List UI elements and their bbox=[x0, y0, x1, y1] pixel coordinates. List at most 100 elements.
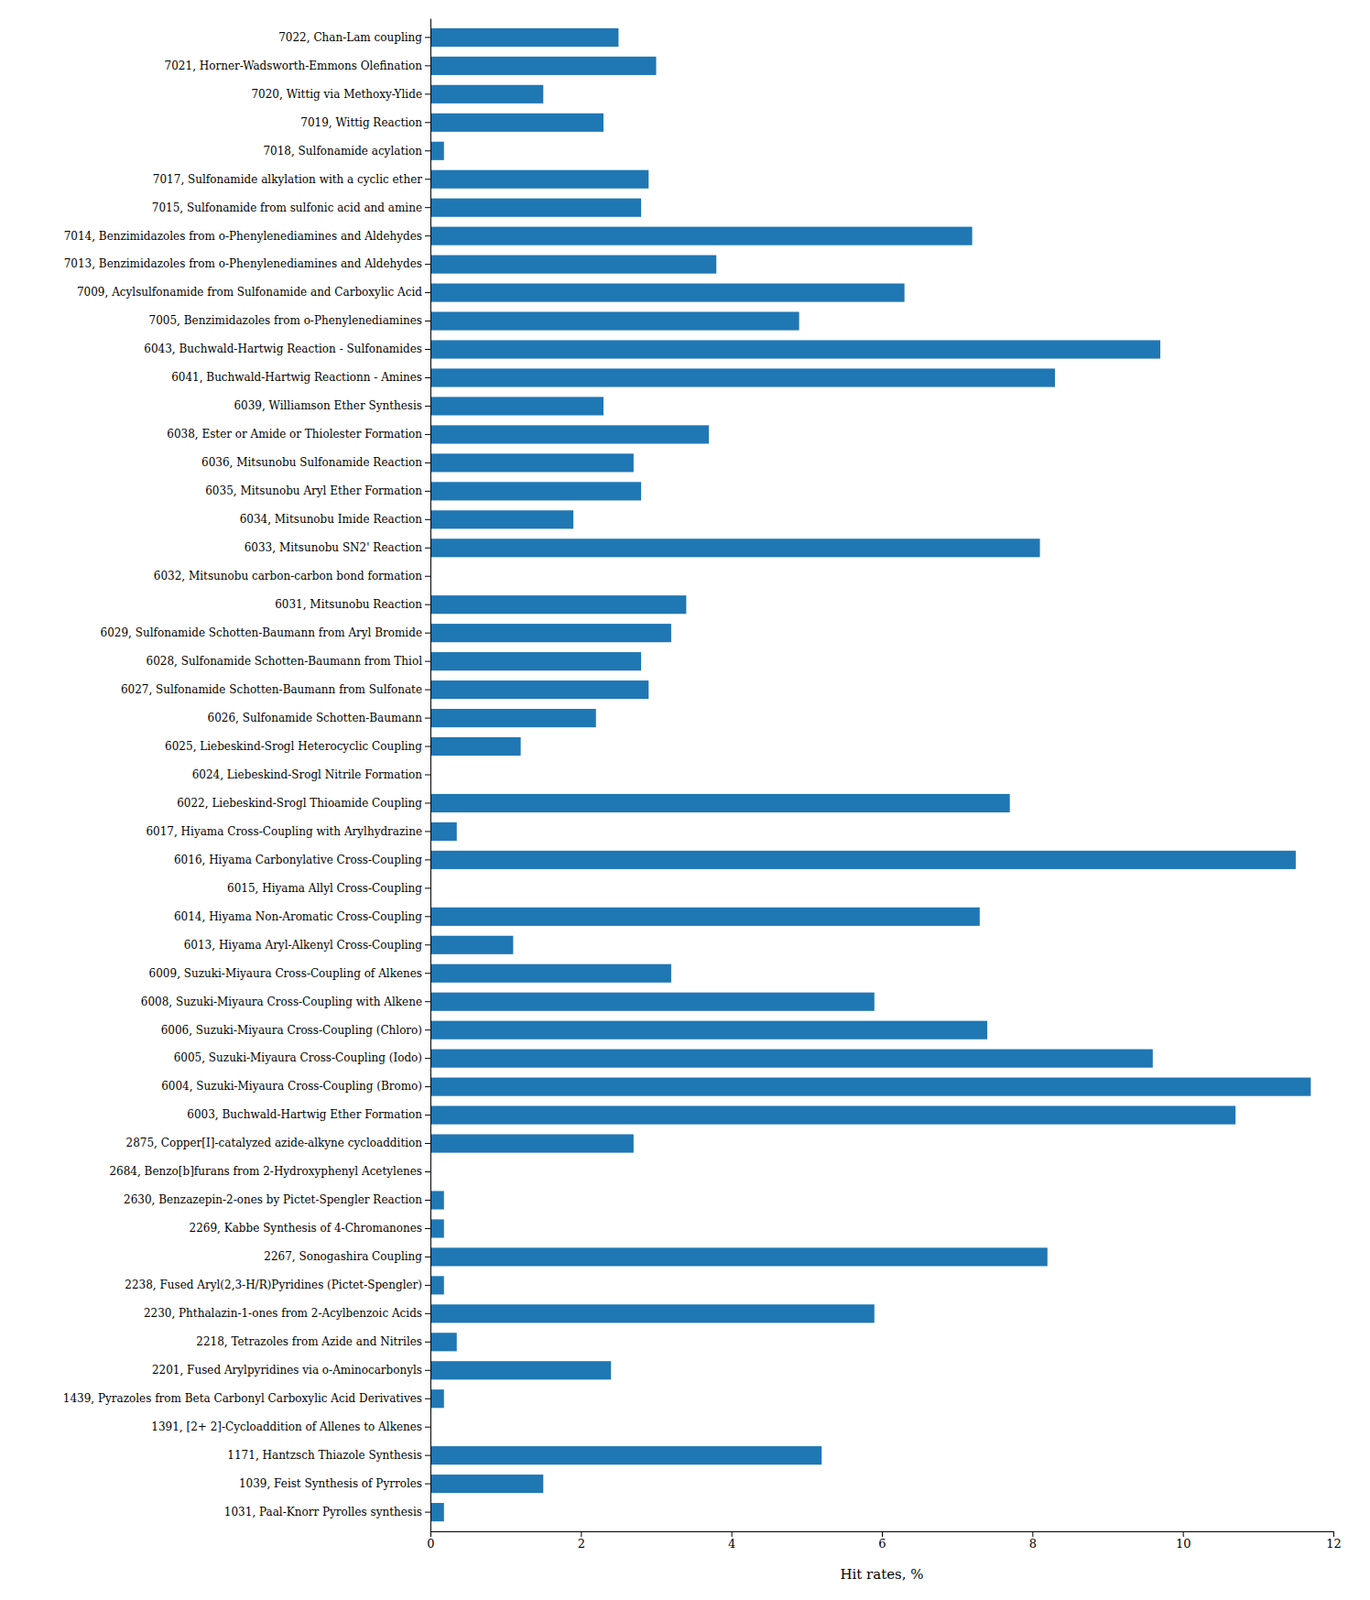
y-tick: 7022, Chan-Lam coupling bbox=[278, 31, 431, 44]
tick-label: 6036, Mitsunobu Sulfonamide Reaction bbox=[201, 456, 423, 469]
bar bbox=[430, 368, 1055, 387]
tick-mark bbox=[881, 1531, 883, 1537]
bar bbox=[430, 1133, 634, 1153]
y-tick: 2218, Tetrazoles from Azide and Nitriles bbox=[195, 1335, 431, 1349]
tick-mark bbox=[424, 93, 431, 95]
y-tick: 6017, Hiyama Cross-Coupling with Arylhyd… bbox=[145, 825, 431, 838]
x-axis: 024681012 bbox=[426, 1531, 1341, 1551]
y-tick: 6043, Buchwald-Hartwig Reaction - Sulfon… bbox=[143, 342, 431, 356]
tick-mark bbox=[424, 1370, 431, 1371]
tick-mark bbox=[424, 519, 431, 521]
tick-mark bbox=[424, 377, 431, 379]
y-tick: 6038, Ester or Amide or Thiolester Forma… bbox=[166, 427, 431, 441]
tick-label: 6 bbox=[878, 1536, 886, 1551]
tick-mark bbox=[424, 576, 431, 577]
y-tick: 1439, Pyrazoles from Beta Carbonyl Carbo… bbox=[63, 1391, 431, 1405]
tick-label: 2630, Benzazepin-2-ones by Pictet-Spengl… bbox=[123, 1193, 423, 1207]
bar bbox=[430, 595, 686, 614]
tick-label: 7021, Horner-Wadsworth-Emmons Olefinatio… bbox=[164, 59, 424, 73]
bar bbox=[430, 1106, 1236, 1125]
tick-mark bbox=[424, 235, 431, 237]
y-tick: 7020, Wittig via Methoxy-Ylide bbox=[250, 87, 431, 101]
tick-mark bbox=[424, 263, 431, 265]
tick-label: 6038, Ester or Amide or Thiolester Forma… bbox=[166, 427, 423, 441]
tick-mark bbox=[424, 1057, 431, 1059]
y-tick: 7014, Benzimidazoles from o-Phenylenedia… bbox=[64, 228, 431, 242]
tick-mark bbox=[424, 36, 431, 38]
tick-label: 6041, Buchwald-Hartwig Reactionn - Amine… bbox=[171, 370, 423, 384]
bar bbox=[430, 1247, 1048, 1266]
y-tick: 6041, Buchwald-Hartwig Reactionn - Amine… bbox=[171, 370, 431, 384]
tick-label: 6016, Hiyama Carbonylative Cross-Couplin… bbox=[173, 853, 423, 867]
tick-label: 6032, Mitsunobu carbon-carbon bond forma… bbox=[153, 569, 423, 583]
y-tick: 7013, Benzimidazoles from o-Phenylenedia… bbox=[64, 257, 431, 271]
bar bbox=[430, 992, 875, 1012]
tick-label: 2 bbox=[577, 1536, 586, 1551]
tick-mark bbox=[424, 972, 431, 974]
x-tick: 8 bbox=[1029, 1531, 1037, 1551]
tick-mark bbox=[424, 1029, 431, 1031]
tick-mark bbox=[424, 915, 431, 917]
bar bbox=[430, 822, 457, 841]
y-tick: 2875, Copper[I]-catalyzed azide-alkyne c… bbox=[126, 1136, 431, 1150]
tick-mark bbox=[424, 1511, 431, 1513]
bar bbox=[430, 113, 604, 132]
tick-mark bbox=[424, 1142, 431, 1144]
y-tick: 1031, Paal-Knorr Pyrolles synthesis bbox=[224, 1505, 431, 1519]
y-tick: 6039, Williamson Ether Synthesis bbox=[233, 399, 431, 413]
bar bbox=[430, 311, 800, 330]
bar bbox=[430, 85, 544, 104]
tick-mark bbox=[424, 434, 431, 435]
tick-mark bbox=[424, 150, 431, 152]
y-axis: 7022, Chan-Lam coupling 7021, Horner-Wads… bbox=[63, 19, 432, 1533]
tick-label: 7014, Benzimidazoles from o-Phenylenedia… bbox=[64, 228, 423, 242]
axis-line bbox=[431, 1532, 1335, 1538]
tick-mark bbox=[424, 1000, 431, 1002]
bar bbox=[430, 481, 642, 501]
y-tick: 6028, Sulfonamide Schotten-Baumann from … bbox=[146, 654, 431, 668]
bar bbox=[430, 141, 445, 161]
tick-label: 6029, Sulfonamide Schotten-Baumann from … bbox=[100, 626, 423, 640]
tick-label: 1439, Pyrazoles from Beta Carbonyl Carbo… bbox=[63, 1391, 423, 1405]
tick-mark bbox=[424, 490, 431, 492]
tick-label: 6027, Sulfonamide Schotten-Baumann from … bbox=[120, 683, 423, 696]
tick-mark bbox=[424, 462, 431, 464]
tick-label: 6022, Liebeskind-Srogl Thioamide Couplin… bbox=[176, 796, 423, 810]
tick-label: 6035, Mitsunobu Aryl Ether Formation bbox=[205, 484, 423, 498]
bar bbox=[430, 1446, 822, 1465]
tick-mark bbox=[424, 774, 431, 776]
y-tick: 1391, [2+ 2]-Cycloaddition of Allenes to… bbox=[151, 1420, 431, 1434]
tick-label: 6033, Mitsunobu SN2' Reaction bbox=[244, 541, 424, 555]
tick-mark bbox=[424, 1455, 431, 1457]
bar bbox=[430, 1304, 875, 1323]
bar bbox=[430, 623, 672, 642]
tick-mark bbox=[424, 1114, 431, 1116]
x-tick: 4 bbox=[728, 1531, 736, 1551]
tick-label: 1031, Paal-Knorr Pyrolles synthesis bbox=[224, 1505, 423, 1519]
tick-mark bbox=[424, 121, 431, 123]
tick-label: 10 bbox=[1175, 1536, 1192, 1551]
tick-label: 6028, Sulfonamide Schotten-Baumann from … bbox=[146, 654, 424, 668]
tick-label: 2238, Fused Aryl(2,3-H/R)Pyridines (Pict… bbox=[124, 1278, 423, 1292]
bar bbox=[430, 1275, 445, 1294]
y-tick: 6003, Buchwald-Hartwig Ether Formation bbox=[186, 1108, 431, 1121]
bar bbox=[430, 1218, 445, 1238]
tick-label: 6024, Liebeskind-Srogl Nitrile Formation bbox=[192, 768, 424, 782]
y-tick: 6032, Mitsunobu carbon-carbon bond forma… bbox=[153, 569, 431, 583]
y-tick: 7021, Horner-Wadsworth-Emmons Olefinatio… bbox=[164, 59, 431, 73]
bar bbox=[430, 227, 973, 246]
tick-mark bbox=[424, 1256, 431, 1258]
tick-label: 7020, Wittig via Methoxy-Ylide bbox=[250, 87, 423, 101]
y-tick: 2230, Phthalazin-1-ones from 2-Acylbenzo… bbox=[143, 1306, 431, 1320]
tick-mark bbox=[424, 1426, 431, 1428]
tick-mark bbox=[430, 1531, 432, 1537]
bar bbox=[430, 1077, 1311, 1097]
tick-label: 6006, Suzuki-Miyaura Cross-Coupling (Chl… bbox=[161, 1023, 423, 1037]
x-tick: 0 bbox=[426, 1531, 435, 1551]
bar bbox=[430, 793, 1011, 813]
tick-label: 6039, Williamson Ether Synthesis bbox=[233, 399, 423, 413]
tick-mark bbox=[1032, 1531, 1033, 1537]
tick-label: 7017, Sulfonamide alkylation with a cycl… bbox=[152, 173, 423, 186]
y-tick: 6009, Suzuki-Miyaura Cross-Coupling of A… bbox=[149, 967, 431, 980]
y-tick: 2684, Benzo[b]furans from 2-Hydroxypheny… bbox=[108, 1164, 431, 1178]
